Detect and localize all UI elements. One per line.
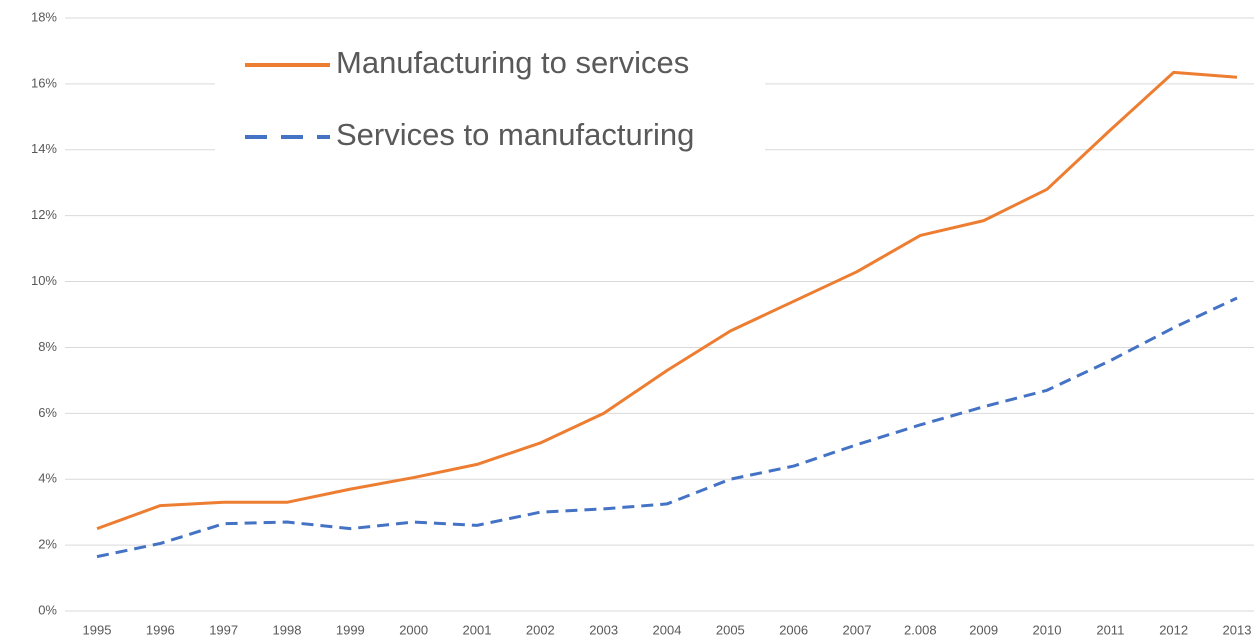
y-tick-label: 14% <box>31 141 57 156</box>
x-tick-label: 2000 <box>399 622 428 637</box>
legend: Manufacturing to services Services to man… <box>215 35 765 155</box>
series-line <box>96 296 1238 559</box>
x-tick-label: 1998 <box>273 622 302 637</box>
x-tick-label: 2001 <box>463 622 492 637</box>
y-tick-label: 12% <box>31 207 57 222</box>
x-tick-label: 2009 <box>969 622 998 637</box>
x-tick-label: 2003 <box>589 622 618 637</box>
series-line <box>96 70 1238 531</box>
x-tick-label: 2013 <box>1223 622 1252 637</box>
y-tick-label: 18% <box>31 9 57 24</box>
y-tick-label: 10% <box>31 273 57 288</box>
y-tick-label: 16% <box>31 75 57 90</box>
x-tick-label: 2.008 <box>904 622 937 637</box>
x-tick-label: 2006 <box>779 622 808 637</box>
x-tick-label: 2005 <box>716 622 745 637</box>
y-tick-label: 4% <box>38 471 57 486</box>
x-tick-label: 2012 <box>1159 622 1188 637</box>
legend-box <box>215 35 765 155</box>
y-tick-label: 6% <box>38 405 57 420</box>
legend-text: Manufacturing to services <box>336 45 689 80</box>
x-tick-label: 1996 <box>146 622 175 637</box>
x-tick-label: 1995 <box>83 622 112 637</box>
x-tick-label: 2004 <box>653 622 682 637</box>
y-tick-label: 2% <box>38 537 57 552</box>
x-tick-label: 2010 <box>1033 622 1062 637</box>
x-tick-label: 1997 <box>209 622 238 637</box>
x-tick-label: 2002 <box>526 622 555 637</box>
y-tick-label: 8% <box>38 339 57 354</box>
legend-text: Services to manufacturing <box>336 117 694 152</box>
x-tick-label: 1999 <box>336 622 365 637</box>
y-tick-label: 0% <box>38 602 57 617</box>
x-tick-label: 2011 <box>1096 622 1124 637</box>
x-tick-label: 2007 <box>843 622 872 637</box>
